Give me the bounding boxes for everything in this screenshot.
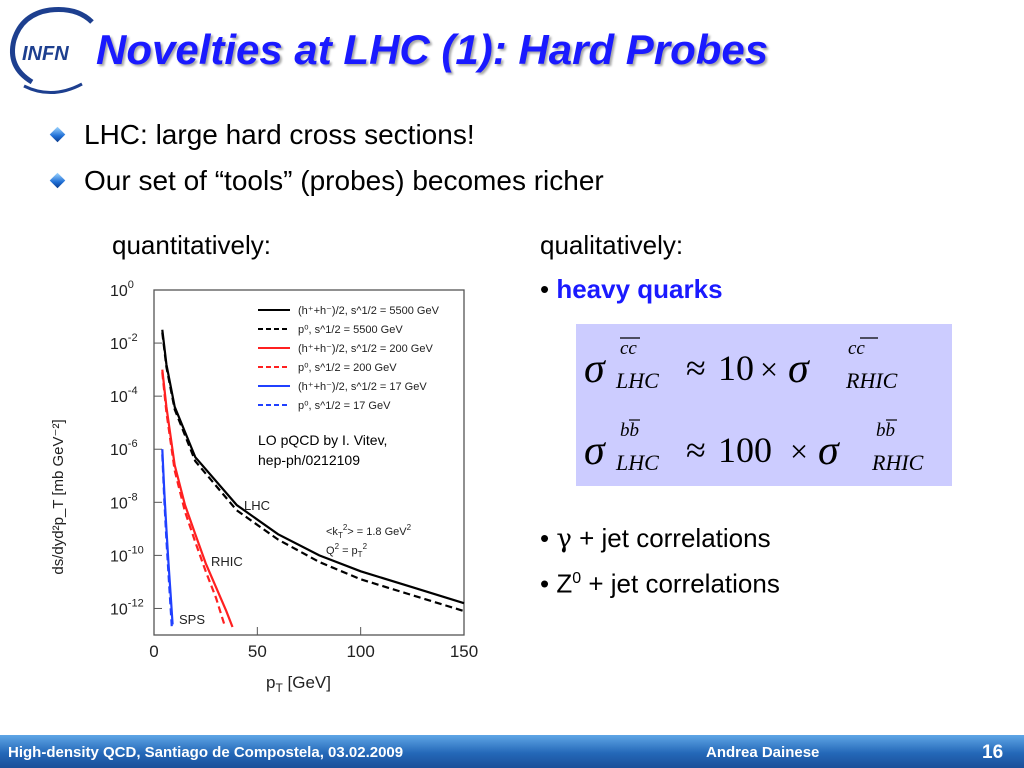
y-tick-label: 10-6 bbox=[110, 438, 138, 459]
footer-bar: High-density QCD, Santiago de Compostela… bbox=[0, 735, 1024, 768]
q2-annotation: Q2 = pT2 bbox=[326, 542, 368, 559]
series-line-0 bbox=[161, 329, 465, 605]
y-tick-label: 10-8 bbox=[110, 491, 138, 512]
infn-logo: INFN bbox=[10, 7, 94, 94]
formula-lhs-sub: LHC bbox=[615, 450, 659, 475]
formula-lhs-sup: cc bbox=[620, 338, 637, 359]
approx-symbol: ≈ bbox=[686, 430, 706, 470]
x-tick-label: 100 bbox=[346, 642, 374, 661]
formula-rhs-sup: cc bbox=[848, 338, 865, 359]
quantitatively-label: quantitatively: bbox=[112, 230, 271, 260]
gamma-symbol: γ bbox=[556, 524, 572, 554]
times-symbol: × bbox=[760, 351, 778, 387]
series-line-1 bbox=[161, 332, 465, 613]
bullet-text: LHC: large hard cross sections! bbox=[84, 119, 475, 150]
y-tick-label: 10-4 bbox=[110, 385, 138, 406]
formula-rhs-sub: RHIC bbox=[845, 368, 898, 393]
gamma-jet-item: • γ + jet correlations bbox=[540, 523, 771, 554]
qualitatively-label: qualitatively: bbox=[540, 230, 684, 260]
slide-title: Novelties at LHC (1): Hard Probes bbox=[96, 26, 769, 73]
sigma-symbol: σ bbox=[584, 428, 607, 474]
x-axis-label: pT [GeV] bbox=[266, 673, 331, 695]
sigma-symbol: σ bbox=[584, 346, 607, 392]
legend-label-2: (h⁺+h⁻)/2, s^1/2 = 200 GeV bbox=[298, 343, 433, 355]
x-tick-label: 50 bbox=[248, 642, 267, 661]
bullet-item: Our set of “tools” (probes) becomes rich… bbox=[44, 158, 604, 204]
legend-label-5: p⁰, s^1/2 = 17 GeV bbox=[298, 400, 391, 412]
bullet-item: LHC: large hard cross sections! bbox=[44, 112, 604, 158]
ratio-formulas: σ cc LHC ≈ 10 × σ cc RHIC σ bb LHC ≈ 100… bbox=[584, 337, 924, 475]
x-tick-label: 0 bbox=[149, 642, 158, 661]
correlations-list: • γ + jet correlations • Z0 + jet correl… bbox=[540, 518, 780, 604]
formula-rhs-sup: bb bbox=[876, 420, 895, 441]
sps-curve-label: SPS bbox=[179, 612, 205, 627]
lhc-curve-label: LHC bbox=[244, 498, 270, 513]
formula-factor: 10 bbox=[718, 348, 754, 388]
chart-annotation-line2: hep-ph/0212109 bbox=[258, 452, 360, 468]
series-line-2 bbox=[161, 369, 234, 628]
footer-conference: High-density QCD, Santiago de Compostela… bbox=[8, 744, 404, 761]
kt-annotation: <kT2> = 1.8 GeV2 bbox=[326, 523, 412, 540]
bullet-text: Our set of “tools” (probes) becomes rich… bbox=[84, 165, 604, 196]
formula-bottom: σ bb LHC ≈ 100 × σ bb RHIC bbox=[584, 419, 924, 475]
y-axis-label: ds/dyd²p_T [mb GeV⁻²] bbox=[50, 419, 67, 574]
legend-label-0: (h⁺+h⁻)/2, s^1/2 = 5500 GeV bbox=[298, 305, 440, 317]
formula-lhs-sup: bb bbox=[620, 420, 639, 441]
legend-label-1: p⁰, s^1/2 = 5500 GeV bbox=[298, 324, 403, 336]
formula-factor: 100 bbox=[718, 430, 772, 470]
series-line-5 bbox=[161, 454, 173, 628]
cross-section-chart: 0 50 100 150 100 10-2 10-4 10-6 10-8 10-10 10-12 (… bbox=[44, 270, 494, 700]
heavy-quarks-text: heavy quarks bbox=[556, 274, 723, 304]
times-symbol: × bbox=[790, 433, 808, 469]
rhic-curve-label: RHIC bbox=[211, 554, 243, 569]
formula-rhs-sub: RHIC bbox=[871, 450, 924, 475]
sigma-symbol: σ bbox=[788, 346, 811, 392]
y-tick-label: 100 bbox=[110, 279, 134, 300]
cross-section-ratio-box: σ cc LHC ≈ 10 × σ cc RHIC σ bb LHC ≈ 100… bbox=[576, 324, 952, 486]
bullet-list: LHC: large hard cross sections! Our set … bbox=[44, 112, 604, 204]
heavy-quarks-bullet: • bbox=[540, 274, 557, 304]
plot-frame bbox=[153, 289, 465, 636]
footer-author: Andrea Dainese bbox=[706, 744, 820, 761]
x-tick-label: 150 bbox=[450, 642, 478, 661]
approx-symbol: ≈ bbox=[686, 348, 706, 388]
y-tick-label: 10-10 bbox=[110, 544, 144, 565]
page-number: 16 bbox=[982, 742, 1004, 763]
formula-charm: σ cc LHC ≈ 10 × σ cc RHIC bbox=[584, 337, 898, 393]
y-tick-label: 10-12 bbox=[110, 597, 144, 618]
legend-label-3: p⁰, s^1/2 = 200 GeV bbox=[298, 362, 397, 374]
chart-annotation-line1: LO pQCD by I. Vitev, bbox=[258, 432, 387, 448]
sigma-symbol: σ bbox=[818, 428, 841, 474]
formula-lhs-sub: LHC bbox=[615, 368, 659, 393]
y-tick-label: 10-2 bbox=[110, 332, 138, 353]
heavy-quarks-item: • heavy quarks bbox=[540, 274, 723, 305]
diamond-bullet-icon bbox=[49, 172, 66, 189]
logo-text: INFN bbox=[22, 43, 69, 65]
legend-label-4: (h⁺+h⁻)/2, s^1/2 = 17 GeV bbox=[298, 381, 427, 393]
series-line-3 bbox=[161, 372, 226, 625]
diamond-bullet-icon bbox=[49, 126, 66, 143]
z-jet-item: • Z0 + jet correlations bbox=[540, 568, 780, 599]
